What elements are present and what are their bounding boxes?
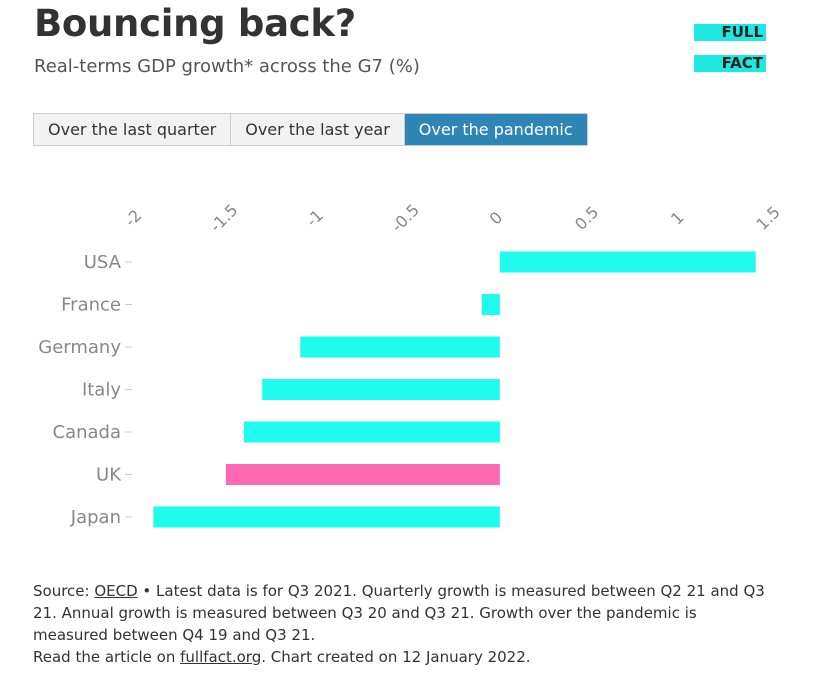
read-prefix: Read the article on — [33, 648, 181, 666]
y-category-label: USA — [84, 252, 122, 273]
logo-bar-bottom — [694, 55, 766, 72]
source-link-oecd[interactable]: OECD — [94, 582, 138, 600]
y-category-label: France — [61, 295, 121, 316]
bar-japan[interactable] — [153, 506, 500, 528]
bar-france[interactable] — [481, 294, 500, 315]
source-note: • Latest data is for Q3 2021. Quarterly … — [33, 582, 765, 644]
y-category-label: Japan — [70, 507, 121, 528]
chart-subtitle: Real-terms GDP growth* across the G7 (%) — [34, 56, 420, 77]
x-tick-label: -1.5 — [206, 200, 242, 236]
x-tick-label: 1.5 — [752, 202, 783, 233]
y-category-label: UK — [96, 465, 122, 486]
chart-title: Bouncing back? — [34, 2, 356, 45]
bar-italy[interactable] — [262, 379, 500, 400]
full-fact-logo[interactable]: FULL FACT — [694, 14, 766, 72]
article-link[interactable]: fullfact.org — [180, 648, 262, 666]
bar-canada[interactable] — [244, 421, 500, 443]
y-category-label: Canada — [53, 422, 122, 443]
chart-footer: Source: OECD • Latest data is for Q3 202… — [33, 580, 773, 668]
x-tick-label: 1 — [667, 208, 688, 229]
x-tick-label: 0 — [486, 208, 507, 229]
tab-pandemic[interactable]: Over the pandemic — [404, 114, 587, 145]
bar-uk[interactable] — [225, 464, 500, 485]
bar-germany[interactable] — [300, 336, 500, 358]
tab-last-year[interactable]: Over the last year — [231, 114, 405, 145]
x-tick-label: 0.5 — [571, 202, 602, 233]
tab-last-quarter[interactable]: Over the last quarter — [34, 114, 232, 145]
y-category-label: Italy — [82, 380, 121, 401]
x-tick-label: -1 — [302, 206, 327, 231]
x-tick-label: -0.5 — [387, 200, 423, 236]
logo-bar-top — [694, 24, 766, 41]
read-suffix: . Chart created on 12 January 2022. — [261, 648, 531, 666]
x-tick-label: -2 — [121, 206, 146, 231]
bar-chart: -2 -1.5 -1 -0.5 0 0.5 1 1.5 USA France Germany Ital… — [38, 200, 784, 528]
y-category-label: Germany — [38, 337, 121, 358]
bar-usa[interactable] — [499, 251, 756, 273]
logo-word-fact: FACT — [721, 54, 763, 72]
logo-word-full: FULL — [721, 23, 763, 41]
period-tabs: Over the last quarter Over the last year… — [33, 113, 588, 146]
source-prefix: Source: — [33, 582, 95, 600]
